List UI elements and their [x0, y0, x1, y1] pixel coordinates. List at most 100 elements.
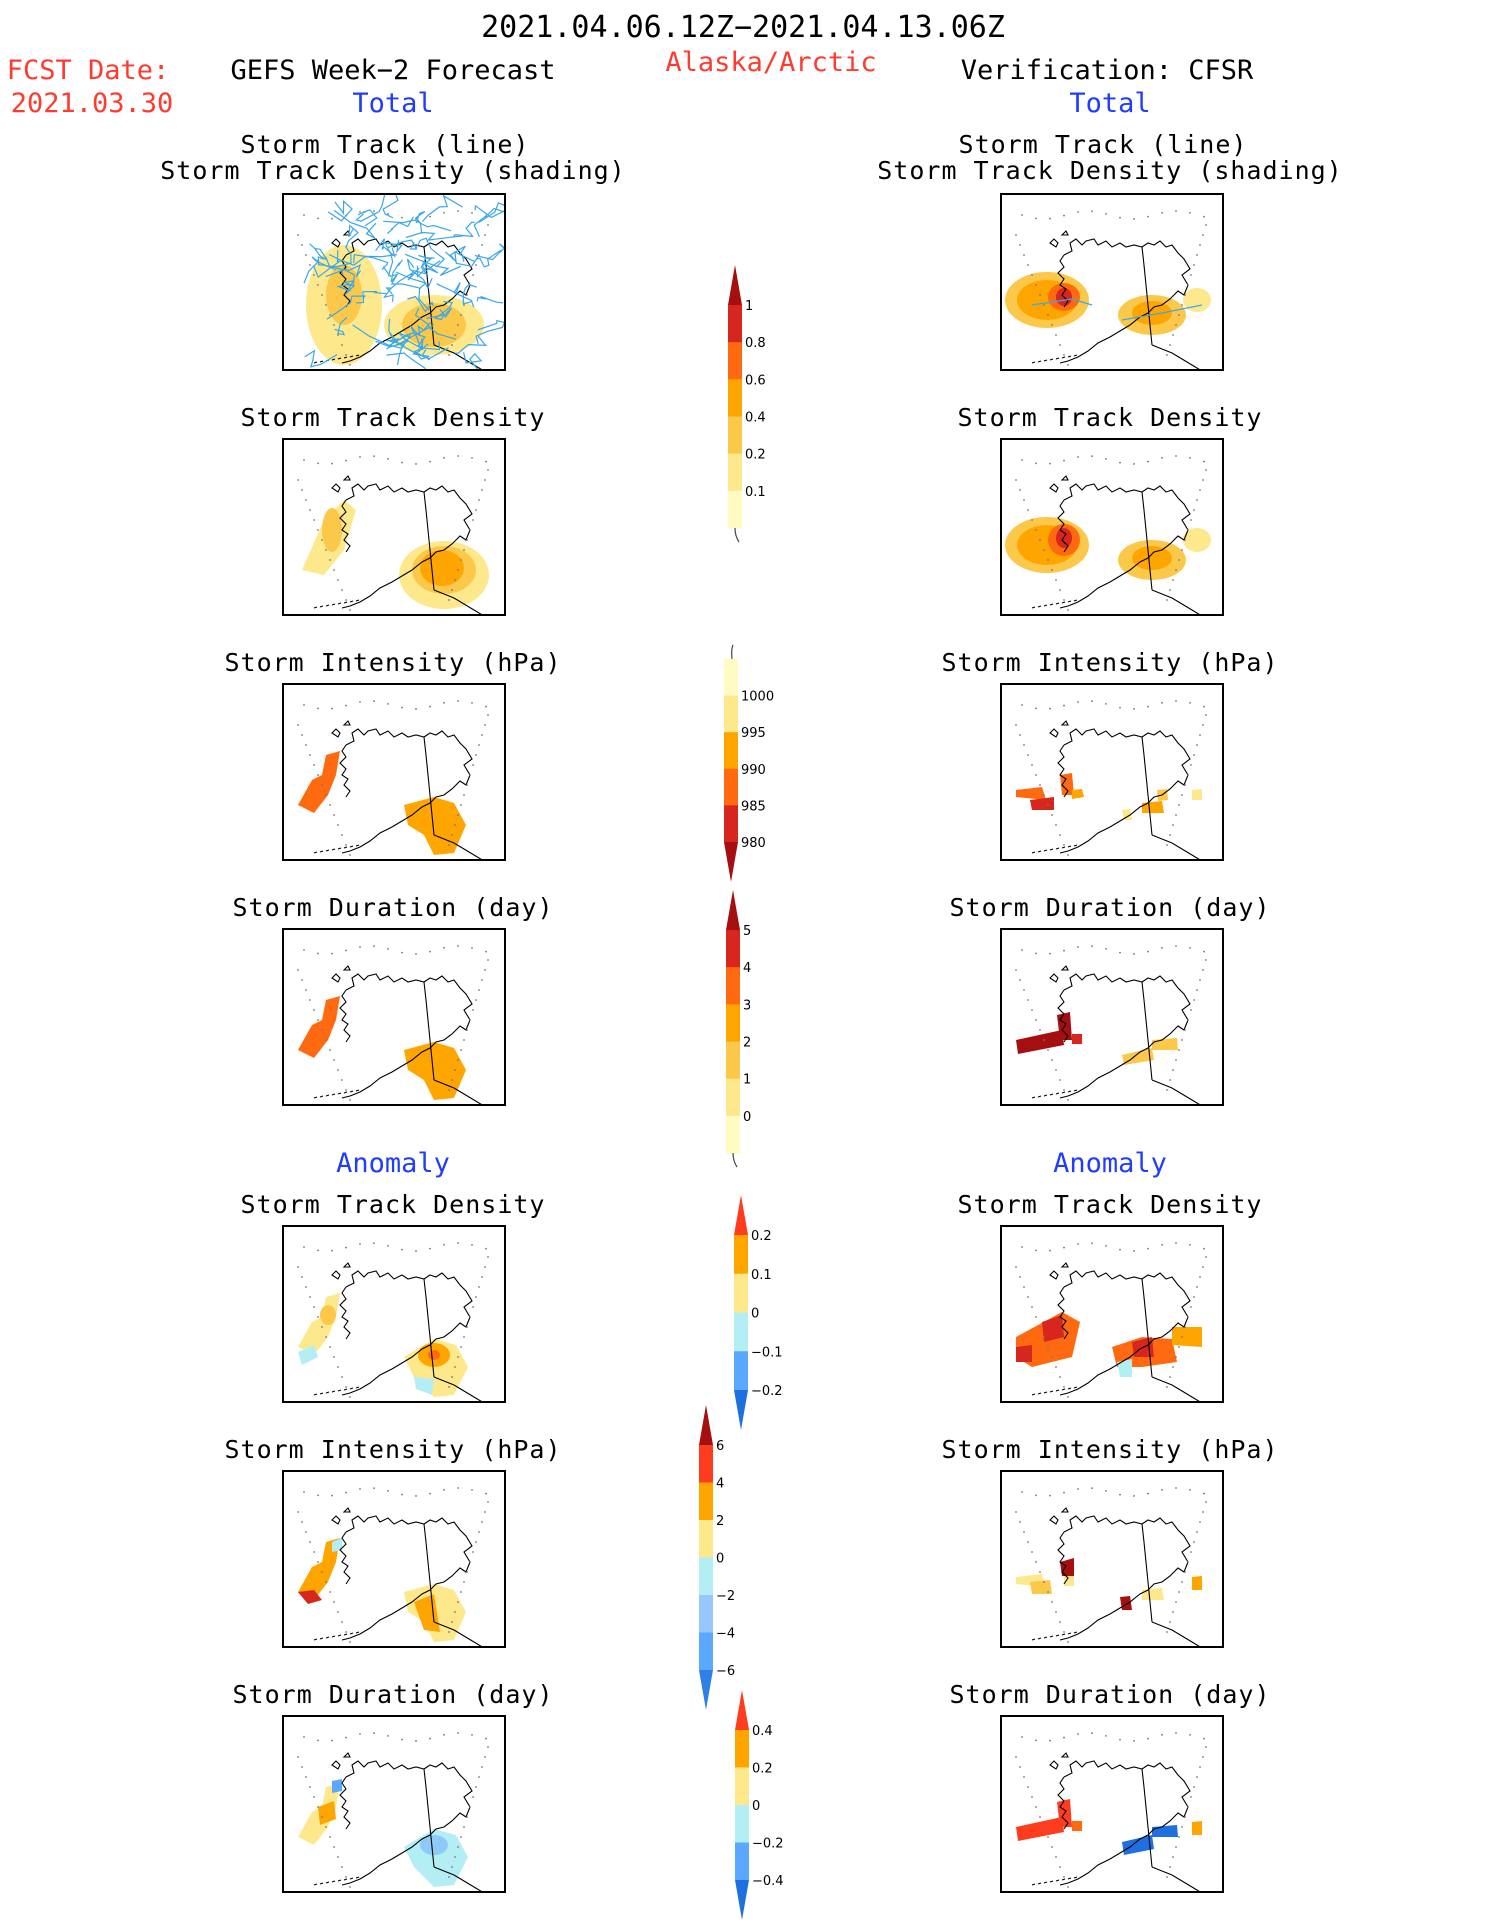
graticule-dot: [1172, 579, 1174, 581]
colorbar-duration-anom: 0.4 0.2 0 −0.2 −0.4: [735, 1690, 795, 1924]
graticule-dot: [1035, 952, 1037, 955]
graticule-dot: [1119, 461, 1121, 464]
storm-track-line: [390, 259, 403, 283]
storm-track-line: [345, 224, 359, 248]
graticule-dot: [481, 1276, 483, 1278]
graticule-dot: [471, 211, 473, 214]
colorbar-tick-label: −0.4: [752, 1874, 784, 1889]
graticule-dot: [1063, 599, 1065, 601]
graticule-dot: [317, 1316, 319, 1318]
graticule-dot: [448, 844, 450, 846]
coastline: [1057, 989, 1069, 1043]
graticule-dot: [457, 700, 459, 702]
graticule-dot: [345, 459, 347, 462]
colorbar-top-triangle: [728, 265, 742, 305]
graticule-dot: [1063, 1491, 1065, 1494]
graticule-dot: [321, 784, 323, 786]
graticule-dot: [1059, 1079, 1061, 1081]
island: [1060, 230, 1069, 236]
graticule-dot: [1147, 215, 1149, 218]
graticule-dot: [317, 1249, 319, 1252]
graticule-dot: [309, 1786, 311, 1788]
island: [1060, 720, 1069, 726]
graticule-dot: [1202, 1756, 1204, 1758]
graticule-dot: [1189, 211, 1191, 214]
graticule-dot: [1181, 794, 1183, 796]
graticule-dot: [472, 1009, 474, 1011]
graticule-dot: [460, 804, 462, 806]
graticule-dot: [1039, 294, 1041, 296]
graticule-dot: [1021, 949, 1023, 951]
storm-track-line: [415, 210, 426, 234]
island: [1031, 361, 1036, 364]
graticule-dot: [475, 999, 477, 1001]
graticule-dot: [1063, 1876, 1065, 1878]
coastline: [1057, 1776, 1069, 1830]
island: [1049, 238, 1059, 248]
graticule-dot: [1161, 1488, 1163, 1491]
graticule-dot: [325, 1581, 327, 1583]
graticule-dot: [1202, 1511, 1204, 1513]
graticule-dot: [466, 294, 468, 296]
graticule-dot: [1021, 1246, 1023, 1248]
coastline: [1057, 1531, 1069, 1585]
island: [325, 1881, 330, 1884]
island: [343, 846, 348, 849]
graticule-dot: [1190, 764, 1192, 766]
graticule-dot: [387, 947, 389, 950]
graticule-dot: [1019, 979, 1021, 981]
storm-track-line: [426, 307, 452, 319]
graticule-dot: [454, 579, 456, 581]
border-line: [1141, 491, 1153, 591]
graticule-dot: [1059, 834, 1061, 836]
shaded-area: [1132, 546, 1172, 570]
island: [319, 850, 324, 853]
colorbar-segment: [735, 1767, 749, 1806]
graticule-dot: [1023, 499, 1025, 501]
island: [313, 1638, 318, 1641]
graticule-dot: [1178, 1591, 1180, 1593]
graticule-dot: [301, 1276, 303, 1278]
colorbar-tick-label: −2: [716, 1589, 735, 1604]
graticule-dot: [1172, 1069, 1174, 1071]
island: [355, 599, 360, 602]
island: [1055, 1389, 1060, 1392]
graticule-dot: [373, 210, 375, 213]
graticule-dot: [1147, 460, 1149, 463]
storm-track-line: [462, 283, 477, 305]
graticule-dot: [1202, 234, 1204, 236]
graticule-dot: [297, 1756, 299, 1758]
graticule-dot: [309, 754, 311, 756]
graticule-dot: [1063, 704, 1065, 707]
storm-track-line: [333, 209, 377, 239]
graticule-dot: [481, 979, 483, 981]
colorbar-segment: [734, 1273, 748, 1313]
graticule-dot: [457, 1356, 459, 1358]
graticule-dot: [321, 539, 323, 541]
graticule-dot: [1187, 774, 1189, 776]
island: [1049, 1515, 1059, 1525]
island: [349, 355, 354, 358]
storm-track-line: [385, 244, 394, 277]
storm-track-line: [387, 239, 418, 250]
graticule-dot: [1161, 211, 1163, 214]
graticule-dot: [337, 1611, 339, 1613]
graticule-dot: [1175, 324, 1177, 326]
graticule-dot: [484, 969, 486, 971]
graticule-dot: [487, 714, 489, 716]
forecast-period: 2021.04.06.12Z−2021.04.13.06Z: [481, 10, 1005, 45]
shaded-area: [420, 550, 464, 586]
colorbar-segment: [726, 1004, 740, 1042]
graticule-dot: [1063, 1386, 1065, 1388]
graticule-dot: [1175, 814, 1177, 816]
graticule-dot: [1161, 1733, 1163, 1736]
graticule-dot: [305, 499, 307, 501]
colorbar-tick-label: 0.1: [745, 485, 766, 500]
graticule-dot: [429, 705, 431, 708]
graticule-dot: [1175, 945, 1177, 947]
border-line: [423, 491, 435, 591]
graticule-dot: [1063, 1246, 1065, 1249]
shaded-area: [1016, 1345, 1032, 1362]
graticule-dot: [1043, 1039, 1045, 1041]
graticule-dot: [1196, 1776, 1198, 1778]
